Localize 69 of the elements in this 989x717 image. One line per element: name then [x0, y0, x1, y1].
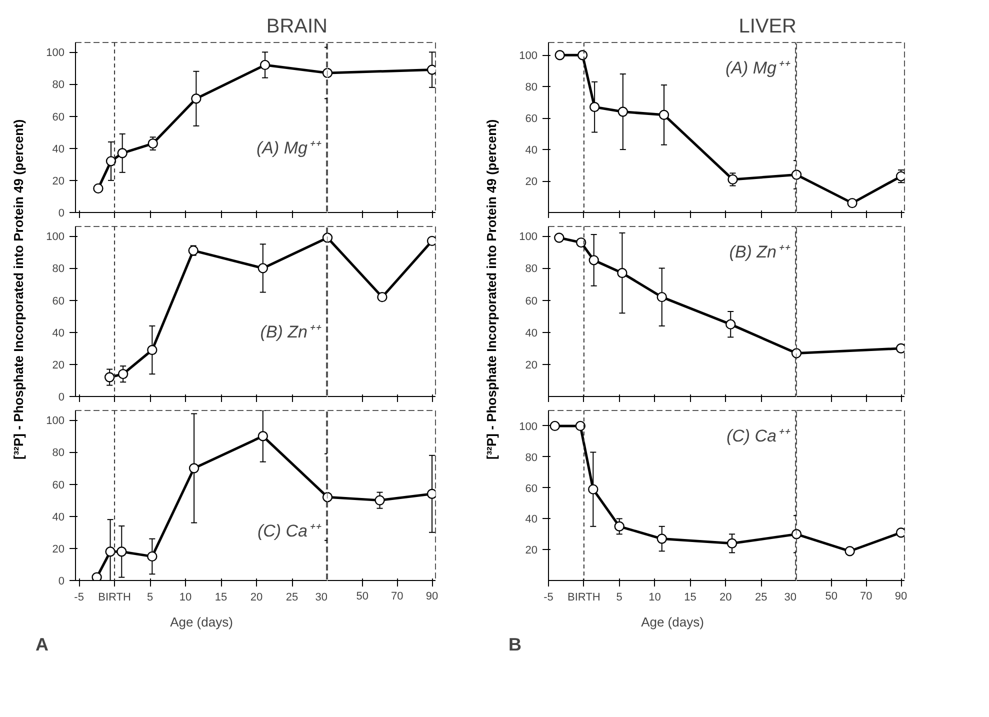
- y-tick-label: 60: [525, 113, 538, 126]
- y-tick-label: 0: [58, 208, 65, 220]
- x-tick-label: 30: [315, 592, 328, 604]
- y-tick-label: 60: [52, 479, 65, 492]
- y-tick-label: 80: [52, 263, 65, 276]
- y-tick-label: 20: [525, 176, 538, 188]
- y-axis-title: [³²P] - Phosphate Incorporated into Protein 49 (percent): [484, 119, 499, 460]
- x-tick-label: 70: [391, 590, 404, 602]
- y-tick-label: 80: [525, 452, 538, 464]
- x-tick-label: -5: [74, 592, 84, 604]
- x-tick-label: 25: [286, 592, 298, 604]
- x-tick-label: 50: [825, 590, 838, 602]
- y-tick-label: 20: [52, 175, 65, 188]
- y-tick-label: 100: [519, 231, 538, 244]
- x-tick-label: 20: [250, 592, 263, 604]
- annotation: (A) Mg⁺⁺: [726, 58, 790, 78]
- chart-title: BRAIN: [266, 16, 328, 38]
- x-tick-label: 15: [684, 592, 696, 604]
- x-tick-label: 30: [784, 592, 797, 604]
- y-tick-label: 20: [52, 359, 65, 372]
- x-tick-label: BIRTH: [98, 592, 131, 604]
- annotation: (B) Zn⁺⁺: [260, 322, 322, 342]
- y-tick-label: 80: [525, 82, 538, 94]
- y-tick-label: 40: [52, 511, 65, 524]
- x-tick-label: 20: [720, 592, 732, 604]
- x-tick-label: 90: [426, 590, 438, 602]
- y-tick-label: 80: [525, 263, 538, 276]
- y-tick-label: 40: [525, 327, 538, 340]
- y-tick-label: 40: [52, 327, 65, 340]
- annotation: (A) Mg⁺⁺: [256, 138, 322, 158]
- y-tick-label: 60: [525, 482, 538, 495]
- y-tick-label: 0: [58, 576, 65, 588]
- chart-title: LIVER: [738, 16, 797, 38]
- x-tick-label: 5: [616, 592, 622, 604]
- y-tick-label: 40: [52, 143, 65, 156]
- y-tick-label: 100: [519, 420, 538, 433]
- x-tick-label: 90: [894, 590, 908, 602]
- y-tick-label: 100: [46, 231, 65, 244]
- x-tick-label: 50: [356, 590, 368, 602]
- x-axis-title: Age (days): [170, 614, 233, 630]
- y-tick-label: 40: [525, 514, 538, 526]
- x-axis-title: Age (days): [641, 614, 704, 630]
- y-tick-label: 60: [52, 295, 65, 308]
- x-tick-label: 10: [179, 592, 192, 604]
- x-tick-label: 5: [146, 592, 154, 604]
- y-tick-label: 60: [525, 295, 538, 308]
- x-tick-label: 10: [648, 592, 661, 604]
- x-tick-label: 15: [214, 592, 228, 604]
- y-tick-label: 60: [52, 111, 65, 124]
- y-tick-label: 100: [46, 47, 65, 60]
- y-tick-label: 80: [52, 79, 65, 92]
- y-tick-label: 80: [52, 447, 65, 460]
- y-tick-label: 40: [525, 144, 538, 157]
- x-tick-label: 70: [860, 590, 872, 602]
- text: A: [36, 634, 48, 654]
- x-tick-label: -5: [544, 592, 554, 604]
- annotation: (B) Zn⁺⁺: [729, 242, 790, 262]
- y-tick-label: 20: [52, 543, 65, 556]
- y-tick-label: 100: [519, 50, 538, 62]
- y-tick-label: 100: [46, 415, 65, 428]
- y-tick-label: 20: [525, 359, 538, 372]
- y-axis-title: [³²P] - Phosphate Incorporated into Protein 49 (percent): [11, 119, 26, 460]
- x-tick-label: BIRTH: [568, 592, 600, 604]
- x-tick-label: 25: [754, 592, 768, 604]
- annotation: (C) Ca⁺⁺: [726, 426, 790, 446]
- y-tick-label: 20: [525, 544, 538, 557]
- annotation: (C) Ca⁺⁺: [257, 522, 322, 540]
- text: B: [508, 634, 522, 654]
- y-tick-label: 0: [58, 392, 65, 404]
